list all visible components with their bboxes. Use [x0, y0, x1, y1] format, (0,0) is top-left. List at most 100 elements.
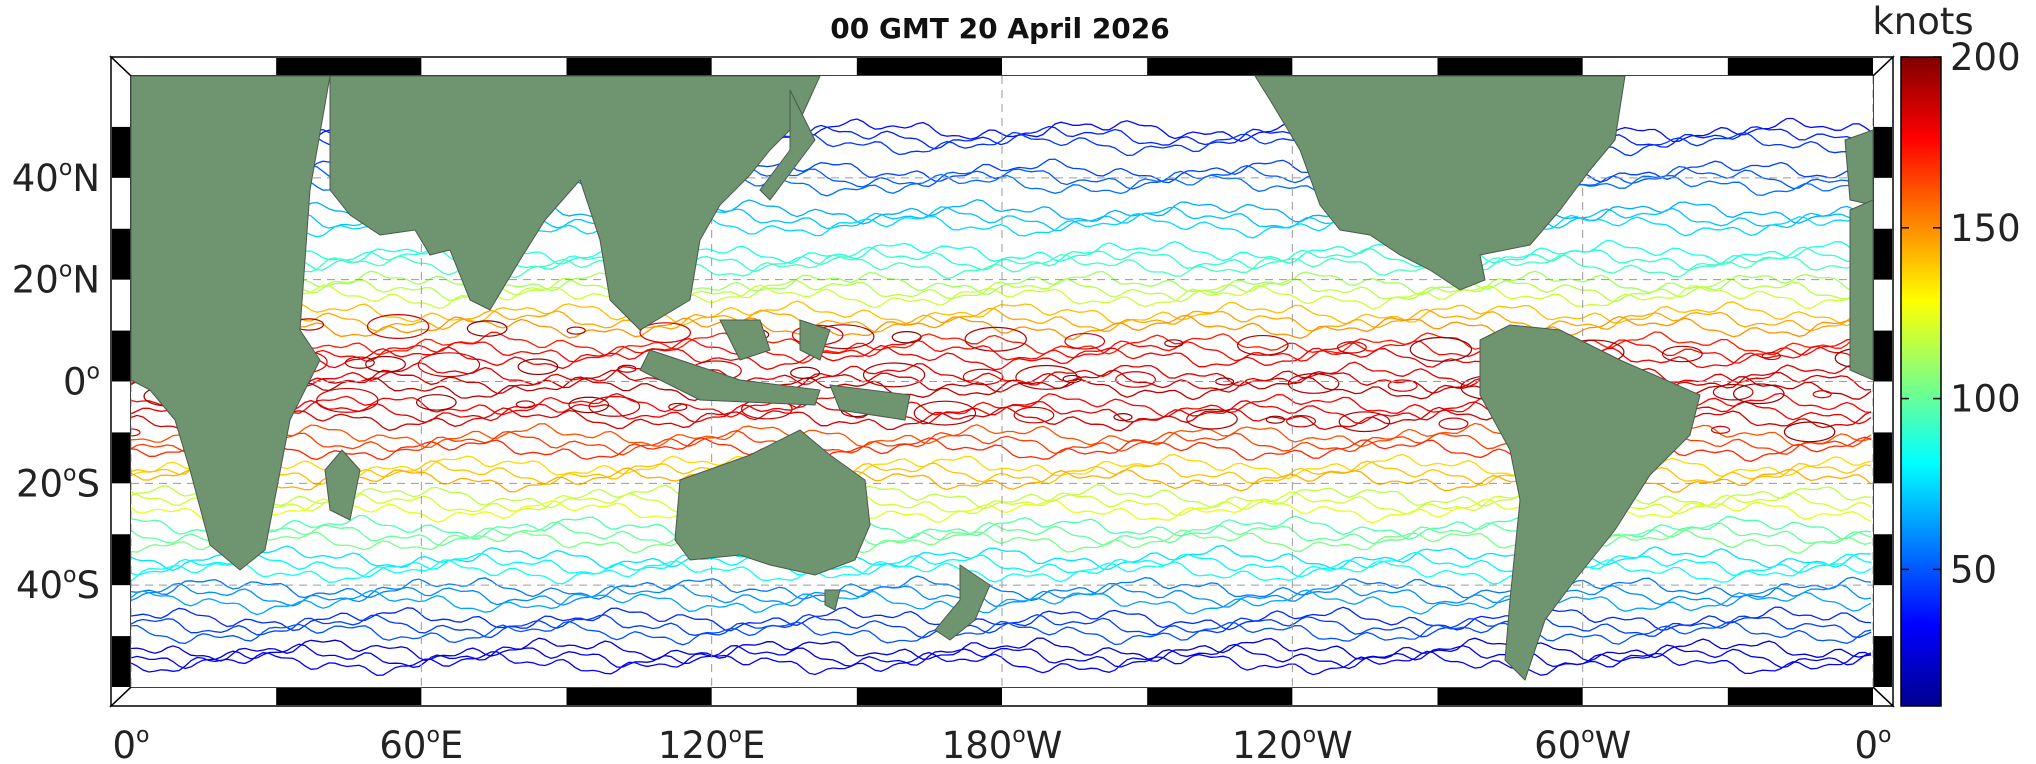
land-new-guinea: [829, 384, 911, 421]
contour-loop: [131, 428, 141, 437]
contour-loop: [316, 387, 379, 413]
contour-loop: [1733, 383, 1785, 405]
contour-line: [131, 613, 1872, 639]
latitude-label: 40oS: [16, 563, 100, 607]
frame-tick: [1874, 228, 1892, 280]
map-title: 00 GMT 20 April 2026: [830, 12, 1170, 45]
longitude-label: 120oE: [658, 723, 765, 764]
contour-loop: [891, 331, 922, 344]
contour-loop: [415, 394, 457, 411]
frame-tick: [1437, 58, 1583, 75]
land-madagascar: [324, 449, 361, 521]
contour-loop: [1761, 351, 1781, 361]
contour-loop: [1062, 374, 1082, 384]
frame-tick: [276, 58, 422, 75]
contour-line: [131, 270, 1872, 296]
contour-loop: [1265, 415, 1285, 424]
contour-loop: [1409, 336, 1473, 362]
longitude-label: 60oE: [379, 723, 463, 764]
frame-checker-ticks: [112, 58, 1892, 705]
contour-loop: [1015, 364, 1078, 390]
land-masses: [131, 76, 1873, 681]
contour-loop: [790, 366, 821, 380]
longitude-label: 120oW: [1232, 723, 1353, 764]
frame-tick: [856, 58, 1002, 75]
latitude-label: 20oS: [16, 461, 100, 505]
land-west-africa-bulge: [1849, 199, 1873, 381]
frame-tick: [1874, 330, 1892, 382]
contour-loop: [566, 326, 586, 335]
contour-loop: [1186, 408, 1238, 430]
contour-loop: [1287, 373, 1340, 394]
frame-tick: [1727, 688, 1873, 705]
frame-tick: [856, 688, 1002, 705]
contour-loop: [366, 314, 430, 340]
land-new-zealand: [934, 564, 991, 641]
contour-loop: [1115, 371, 1156, 388]
frame-tick: [1874, 636, 1892, 687]
contour-line: [131, 582, 1872, 608]
contour-loop: [466, 320, 508, 337]
colorbar-tick-label: 100: [1950, 378, 2021, 421]
contour-loop: [1661, 345, 1703, 363]
contour-loop: [913, 400, 977, 426]
frame-tick: [1147, 58, 1293, 75]
contour-loop: [588, 396, 641, 417]
latitude-label: 0o: [63, 360, 100, 404]
contour-line: [131, 650, 1872, 676]
land-africa: [131, 76, 331, 571]
frame-tick: [1147, 688, 1293, 705]
longitude-label: 0o: [112, 723, 149, 764]
land-australia: [674, 429, 871, 576]
contour-loop: [1338, 411, 1391, 433]
frame-tick: [1874, 534, 1892, 586]
colorbar-tick-label: 150: [1950, 207, 2021, 250]
frame-tick: [112, 636, 130, 687]
contour-loop: [517, 358, 559, 376]
frame-tick: [1437, 688, 1583, 705]
land-japan: [759, 89, 816, 201]
land-greenland: [1844, 129, 1873, 206]
longitude-label: 180oW: [942, 723, 1063, 764]
frame-tick: [1874, 432, 1892, 484]
frame-tick: [112, 432, 130, 484]
colorbar: [1900, 56, 1942, 707]
contour-loop: [1783, 421, 1836, 443]
frame-tick: [112, 534, 130, 586]
latitude-label: 40oN: [12, 156, 100, 200]
longitude-label: 0o: [1854, 723, 1891, 764]
contour-loop: [862, 362, 926, 388]
frame-tick: [112, 228, 130, 280]
contour-loop: [668, 402, 688, 412]
latitude-label: 20oN: [12, 258, 100, 302]
contour-loop: [1336, 341, 1367, 354]
contour-loop: [344, 356, 375, 369]
land-indonesia: [639, 319, 831, 406]
contour-loop: [1113, 413, 1133, 422]
contour-loop: [417, 352, 481, 378]
contour-loop: [1387, 379, 1418, 392]
contour-loop: [964, 326, 1027, 352]
colorbar-tick-label: 50: [1950, 548, 1997, 591]
colorbar-unit-label: knots: [1872, 0, 1974, 43]
contour-loop: [1164, 339, 1184, 348]
contour-loop: [1064, 332, 1106, 350]
frame-tick: [112, 330, 130, 382]
land-tasmania: [824, 589, 841, 611]
contour-line: [131, 575, 1872, 602]
contour-loop: [1712, 383, 1754, 401]
frame-tick: [566, 688, 712, 705]
frame-tick: [566, 58, 712, 75]
land-south-america: [1479, 324, 1701, 681]
frame-tick: [112, 126, 130, 178]
colorbar-tick-label: 200: [1950, 36, 2021, 79]
contour-loop: [1710, 425, 1731, 434]
contour-loop: [1237, 334, 1289, 356]
contour-loop: [639, 322, 692, 344]
contour-loop: [568, 396, 610, 414]
contour-loop: [1286, 415, 1317, 428]
frame-tick: [276, 688, 422, 705]
contour-loop: [515, 400, 535, 409]
longitude-label: 60oW: [1534, 723, 1631, 764]
